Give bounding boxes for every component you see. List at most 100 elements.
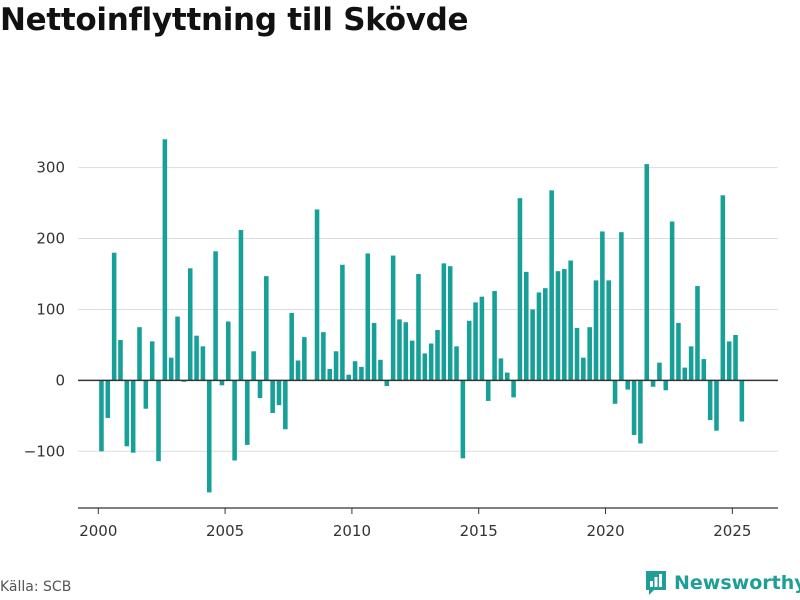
bar bbox=[276, 380, 282, 406]
y-tick-label: 100 bbox=[36, 300, 65, 318]
y-axis-ticks: −100 0 100 200 300 bbox=[24, 159, 65, 461]
bar bbox=[340, 264, 345, 381]
bar bbox=[143, 380, 149, 409]
bar bbox=[99, 380, 104, 452]
bar bbox=[371, 322, 377, 381]
bar bbox=[118, 339, 123, 381]
grid-lines bbox=[78, 167, 778, 452]
bar bbox=[162, 139, 168, 381]
x-tick-label: 2005 bbox=[206, 522, 244, 540]
bar bbox=[720, 195, 726, 381]
bar bbox=[321, 332, 326, 381]
bar bbox=[644, 164, 650, 381]
x-tick-label: 2000 bbox=[79, 522, 117, 540]
bar bbox=[733, 334, 738, 381]
bar bbox=[213, 251, 218, 381]
bar bbox=[187, 268, 193, 381]
bar bbox=[530, 309, 535, 381]
bar bbox=[333, 351, 339, 381]
bar bbox=[549, 190, 554, 381]
bar bbox=[485, 380, 491, 401]
bar bbox=[593, 280, 599, 381]
bar bbox=[688, 346, 694, 381]
bar bbox=[314, 209, 320, 381]
bar bbox=[701, 359, 707, 381]
bar bbox=[378, 359, 383, 381]
bar bbox=[283, 380, 288, 430]
bar bbox=[238, 230, 244, 381]
bar bbox=[650, 380, 656, 387]
bar bbox=[206, 380, 212, 493]
bar bbox=[422, 353, 428, 381]
bar bbox=[168, 357, 174, 381]
bar bbox=[156, 380, 161, 462]
bar bbox=[638, 380, 643, 444]
bar bbox=[492, 291, 497, 381]
bar bbox=[574, 327, 580, 381]
bar bbox=[149, 341, 155, 381]
bar bbox=[739, 380, 745, 422]
bar bbox=[682, 367, 688, 381]
bar bbox=[587, 327, 592, 381]
bar bbox=[352, 361, 358, 381]
bar bbox=[581, 357, 586, 381]
bar bbox=[555, 271, 561, 381]
bar bbox=[435, 330, 440, 381]
y-tick-label: 300 bbox=[36, 159, 65, 177]
y-tick-label: 0 bbox=[55, 371, 65, 389]
y-tick-label: 200 bbox=[36, 230, 65, 248]
bar bbox=[194, 335, 199, 381]
bar bbox=[327, 369, 333, 381]
bar bbox=[543, 288, 548, 381]
bar bbox=[631, 380, 637, 435]
x-tick-label: 2010 bbox=[333, 522, 371, 540]
newsworthy-brand[interactable]: Newsworthy bbox=[644, 568, 800, 598]
bar bbox=[625, 380, 631, 390]
brand-name: Newsworthy bbox=[674, 572, 800, 594]
bar bbox=[479, 296, 485, 381]
bar bbox=[600, 231, 605, 381]
bar bbox=[498, 358, 504, 381]
bar bbox=[517, 198, 523, 381]
bar bbox=[175, 316, 180, 381]
bar bbox=[111, 252, 117, 381]
bar bbox=[676, 322, 681, 381]
bar bbox=[200, 346, 206, 381]
bar bbox=[409, 340, 415, 381]
bar bbox=[562, 269, 567, 381]
bar bbox=[454, 346, 459, 381]
bar bbox=[606, 280, 611, 381]
bar bbox=[257, 380, 263, 399]
bar bbox=[225, 321, 231, 381]
bar bbox=[669, 221, 675, 381]
bar bbox=[460, 380, 466, 459]
bar bbox=[397, 319, 402, 381]
bar bbox=[302, 337, 307, 381]
source-note: Källa: SCB bbox=[0, 579, 72, 595]
bar bbox=[105, 380, 111, 418]
bar bbox=[504, 372, 510, 381]
bar bbox=[346, 374, 352, 381]
bar bbox=[707, 380, 713, 421]
bar bbox=[390, 255, 396, 381]
bar bbox=[403, 322, 409, 381]
x-axis-ticks: 2000 2005 2010 2015 2020 2025 bbox=[79, 508, 751, 540]
bar bbox=[251, 351, 256, 381]
bar bbox=[270, 380, 275, 413]
bar bbox=[232, 380, 237, 461]
bars bbox=[99, 139, 745, 493]
bar bbox=[511, 380, 516, 398]
bar bbox=[428, 343, 434, 381]
bar bbox=[695, 286, 700, 381]
bar bbox=[612, 380, 618, 404]
newsworthy-logo-icon bbox=[646, 571, 666, 595]
bar bbox=[384, 380, 390, 387]
bar bbox=[416, 274, 421, 381]
bar bbox=[663, 380, 669, 391]
x-tick-label: 2015 bbox=[460, 522, 498, 540]
bar bbox=[568, 260, 573, 381]
bar bbox=[657, 362, 662, 381]
bar bbox=[619, 232, 624, 381]
x-tick-label: 2025 bbox=[713, 522, 751, 540]
